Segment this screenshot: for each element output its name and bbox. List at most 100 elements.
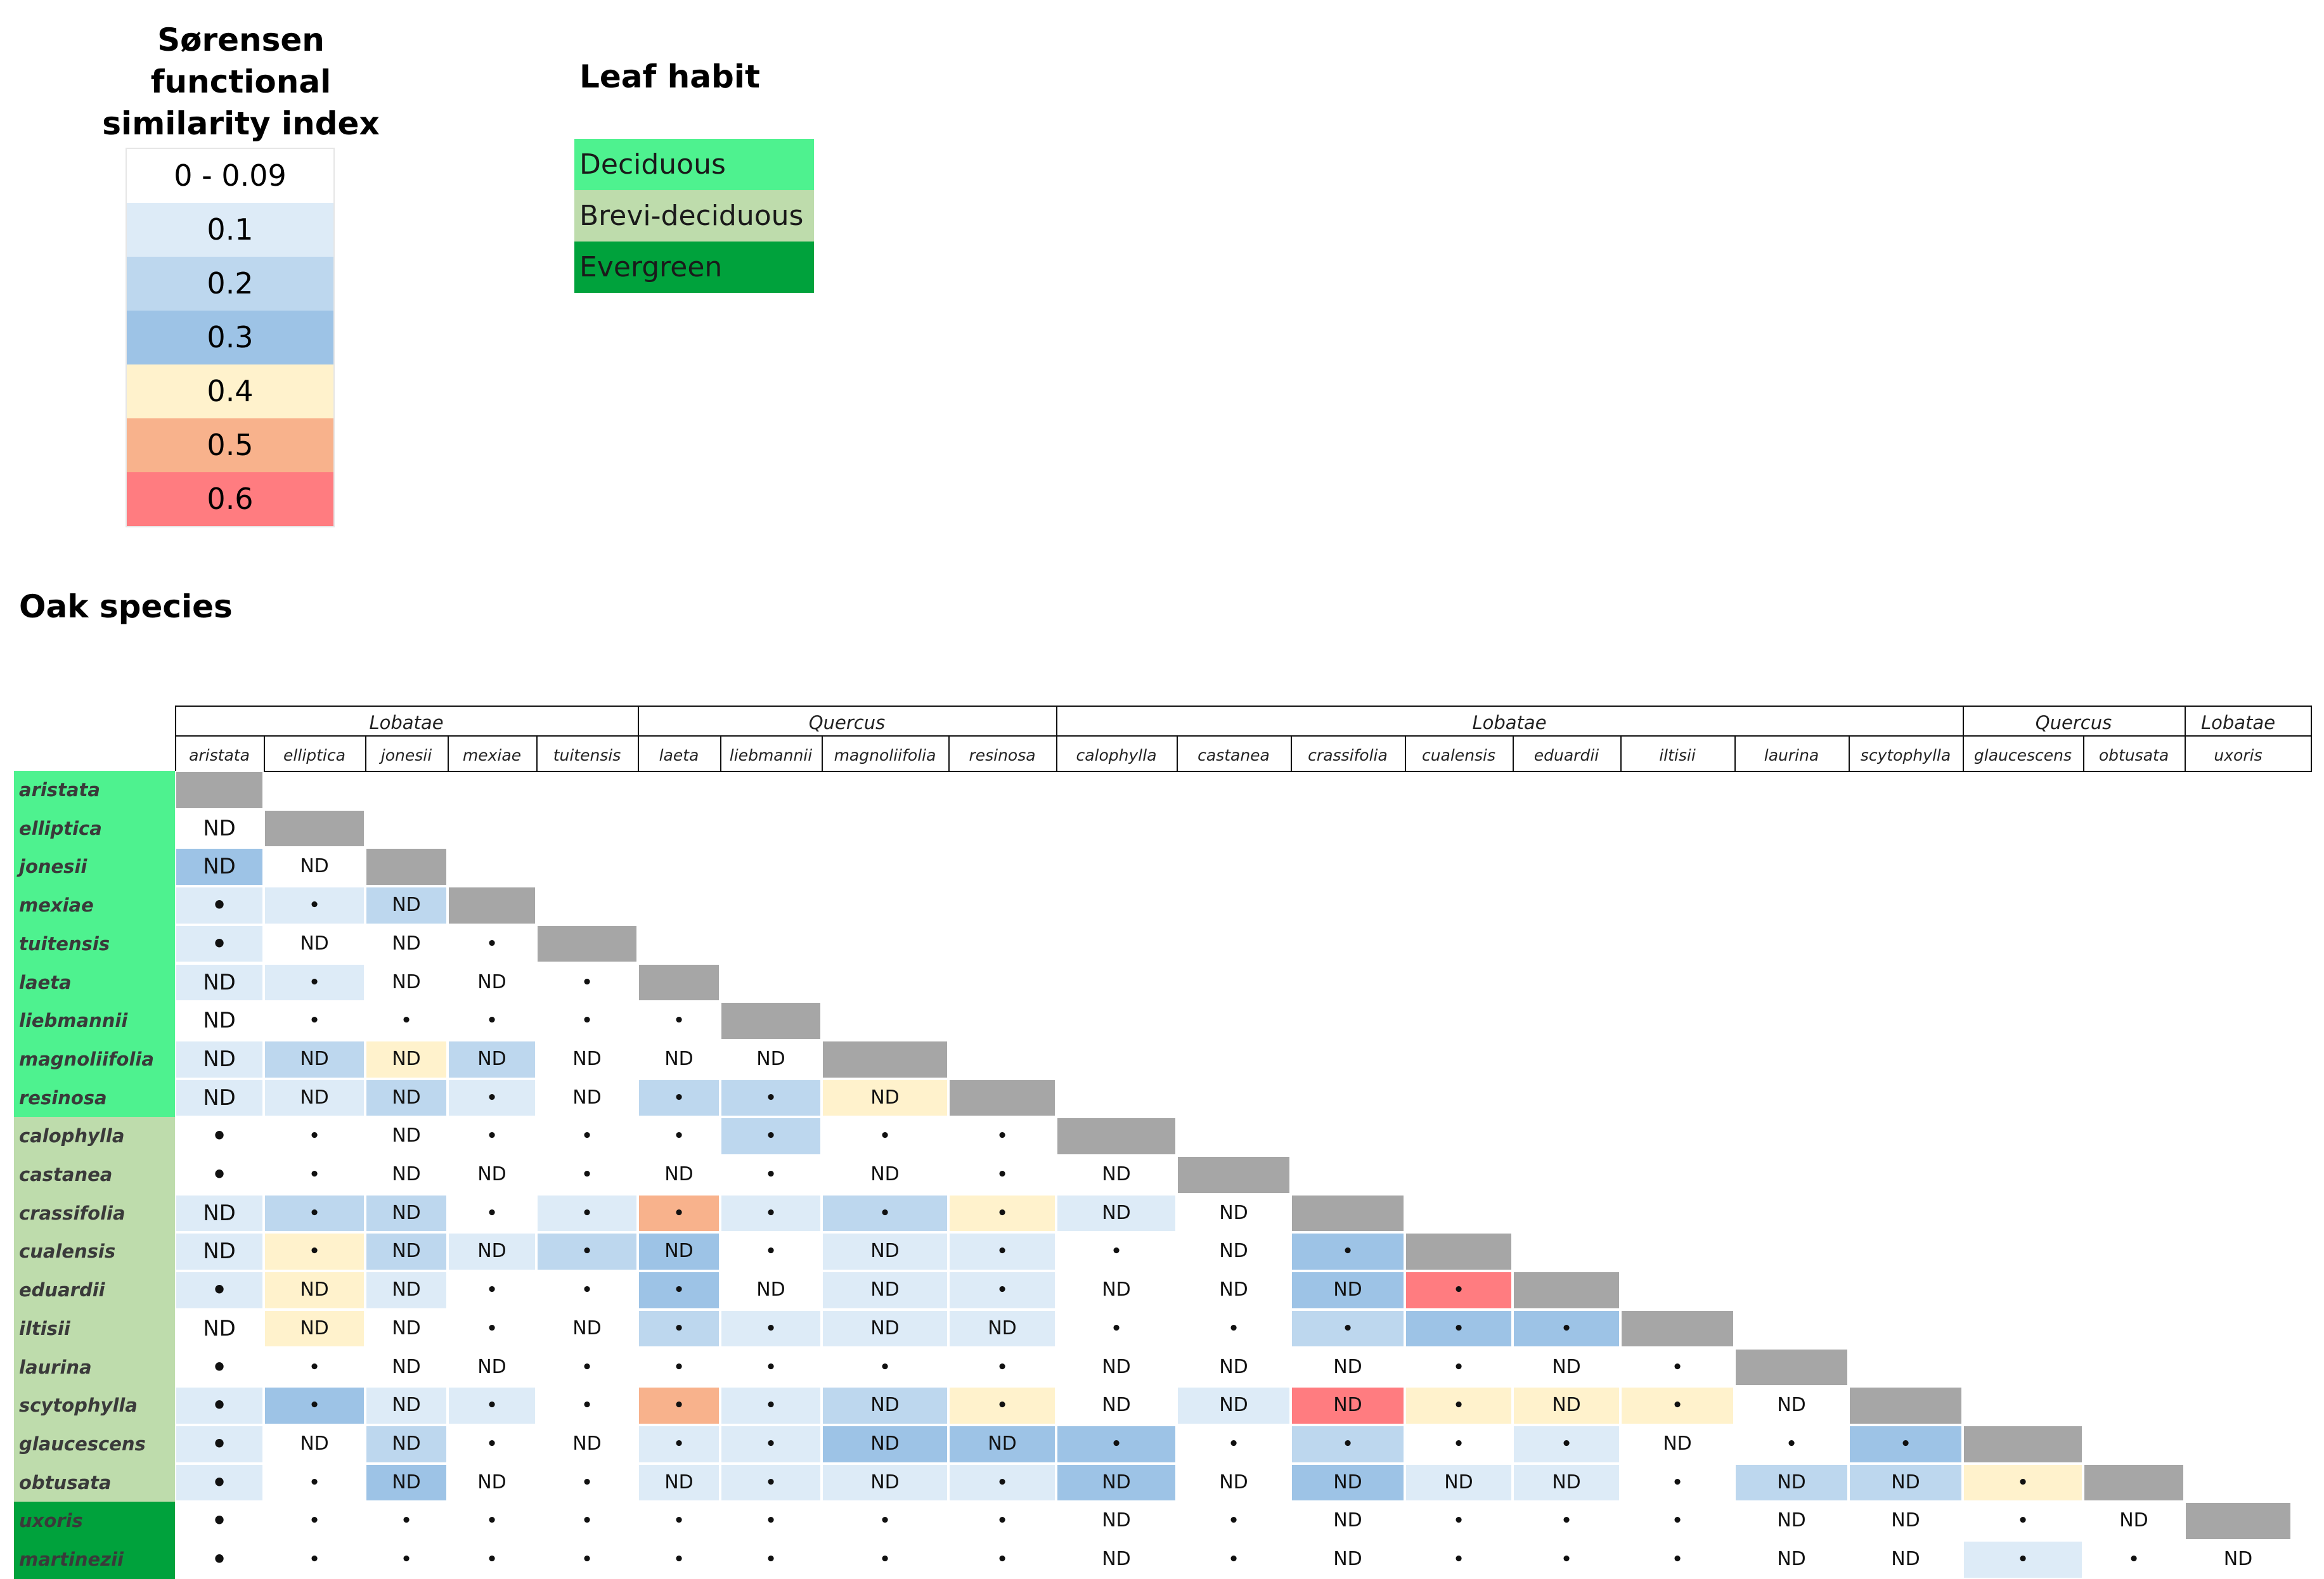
heatmap-cell: • xyxy=(1405,1502,1513,1540)
heatmap-cell: ND xyxy=(822,1078,948,1118)
heatmap-cell: ND xyxy=(175,1040,264,1079)
heatmap-cell: ND xyxy=(1056,1194,1177,1233)
heatmap-cell: • xyxy=(948,1463,1056,1502)
row-header: martinezii xyxy=(14,1540,175,1579)
heatmap-cell: • xyxy=(1963,1463,2083,1502)
heatmap-cell: • xyxy=(536,1348,638,1387)
row-header: jonesii xyxy=(14,848,175,887)
heatmap-cell: • xyxy=(1291,1424,1405,1464)
grid-line xyxy=(1513,735,1514,771)
heatmap-cell: ND xyxy=(1849,1463,1963,1502)
column-header: obtusata xyxy=(2098,746,2169,764)
heatmap-cell: • xyxy=(948,1117,1056,1156)
heatmap-cell: ND xyxy=(638,1463,720,1502)
heatmap-cell: • xyxy=(948,1540,1056,1579)
heatmap-cell: • xyxy=(822,1540,948,1579)
heatmap-cell: • xyxy=(948,1348,1056,1387)
heatmap-cell: ND xyxy=(1291,1386,1405,1425)
heatmap-cell: ND xyxy=(822,1463,948,1502)
heatmap-cell: • xyxy=(948,1232,1056,1272)
heatmap-cell: ND xyxy=(1177,1271,1291,1310)
similarity-legend-title: Sørensen functional similarity index xyxy=(102,22,380,142)
heatmap-cell: ND xyxy=(365,1348,448,1387)
heatmap-cell: • xyxy=(1177,1540,1291,1579)
column-header: elliptica xyxy=(283,746,345,764)
column-header: crassifolia xyxy=(1308,746,1388,764)
heatmap-cell: ND xyxy=(638,1232,720,1272)
heatmap-cell: ND xyxy=(264,848,365,887)
row-header: cualensis xyxy=(14,1232,175,1272)
diagonal-cell xyxy=(1177,1156,1291,1194)
heatmap-cell: • xyxy=(1513,1502,1620,1540)
heatmap-cell: ND xyxy=(1849,1540,1963,1579)
heatmap-cell: • xyxy=(175,1348,264,1387)
heatmap-cell: ND xyxy=(448,1156,536,1194)
row-header: glaucescens xyxy=(14,1424,175,1464)
heatmap-cell: ND xyxy=(1056,1386,1177,1425)
heatmap-cell: • xyxy=(720,1232,822,1272)
heatmap-cell: • xyxy=(536,1117,638,1156)
heatmap-cell: • xyxy=(720,1424,822,1464)
grid-line xyxy=(638,706,639,735)
heatmap-cell: • xyxy=(1963,1502,2083,1540)
grid-line xyxy=(1734,735,1736,771)
heatmap-cell: ND xyxy=(1734,1463,1849,1502)
column-header: magnoliifolia xyxy=(834,746,936,764)
heatmap-cell: • xyxy=(264,1232,365,1272)
heatmap-cell: • xyxy=(822,1117,948,1156)
column-header: aristata xyxy=(189,746,250,764)
diagonal-cell xyxy=(638,963,720,1002)
heatmap-cell: ND xyxy=(1291,1540,1405,1579)
similarity-legend-item: 0.5 xyxy=(127,418,333,472)
heatmap-cell: • xyxy=(175,1117,264,1156)
row-header: eduardii xyxy=(14,1271,175,1310)
heatmap-cell: • xyxy=(720,1078,822,1118)
heatmap-cell: • xyxy=(536,1002,638,1040)
heatmap-cell: ND xyxy=(822,1386,948,1425)
heatmap-cell: • xyxy=(1620,1463,1734,1502)
heatmap-cell: • xyxy=(638,1348,720,1387)
heatmap-cell: ND xyxy=(1056,1156,1177,1194)
heatmap-cell: • xyxy=(1963,1540,2083,1579)
heatmap-cell: • xyxy=(448,1502,536,1540)
column-header: mexiae xyxy=(462,746,522,764)
heatmap-cell: ND xyxy=(365,1194,448,1233)
heatmap-cell: ND xyxy=(365,1309,448,1348)
heatmap-cell: • xyxy=(822,1348,948,1387)
heatmap-cell: • xyxy=(948,1271,1056,1310)
grid-line xyxy=(1056,706,1057,735)
heatmap-cell: • xyxy=(1405,1271,1513,1310)
heatmap-cell: ND xyxy=(365,924,448,964)
diagonal-cell xyxy=(1291,1194,1405,1233)
heatmap-cell: ND xyxy=(948,1309,1056,1348)
column-header: eduardii xyxy=(1533,746,1599,764)
heatmap-cell: ND xyxy=(1177,1348,1291,1387)
heatmap-cell: ND xyxy=(448,1232,536,1272)
heatmap-cell: • xyxy=(536,963,638,1002)
heatmap-cell: ND xyxy=(448,1040,536,1079)
leaf-habit-legend-item: Evergreen xyxy=(574,242,814,293)
grid-line xyxy=(720,735,721,771)
heatmap-cell: • xyxy=(638,1540,720,1579)
heatmap-cell: ND xyxy=(448,1463,536,1502)
heatmap-cell: ND xyxy=(1177,1463,1291,1502)
row-header: obtusata xyxy=(14,1463,175,1502)
grid-line xyxy=(822,735,823,771)
heatmap-cell: ND xyxy=(720,1271,822,1310)
heatmap-cell: • xyxy=(638,1078,720,1118)
grid-line xyxy=(175,706,2312,707)
heatmap-cell: ND xyxy=(365,1117,448,1156)
heatmap-cell: • xyxy=(264,886,365,925)
heatmap-cell: • xyxy=(1405,1540,1513,1579)
heatmap-cell: ND xyxy=(448,1348,536,1387)
heatmap-cell: ND xyxy=(1513,1386,1620,1425)
heatmap-cell: • xyxy=(1177,1502,1291,1540)
similarity-legend-item: 0 - 0.09 xyxy=(127,149,333,203)
grid-line xyxy=(1963,735,1964,771)
heatmap-cell: ND xyxy=(948,1424,1056,1464)
column-header: tuitensis xyxy=(553,746,621,764)
row-header: laeta xyxy=(14,963,175,1002)
heatmap-cell: ND xyxy=(175,1078,264,1118)
heatmap-cell: • xyxy=(264,1348,365,1387)
